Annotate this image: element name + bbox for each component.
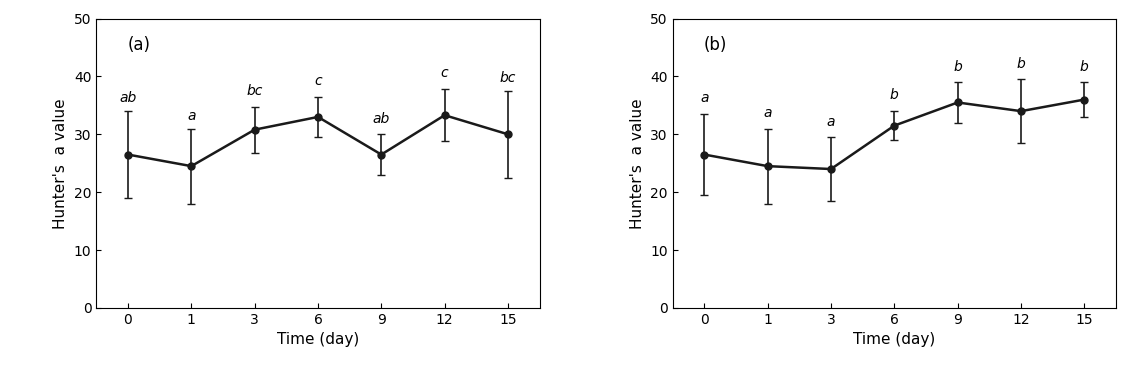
- Text: bc: bc: [247, 84, 263, 98]
- X-axis label: Time (day): Time (day): [276, 332, 359, 347]
- Text: ab: ab: [119, 91, 137, 105]
- X-axis label: Time (day): Time (day): [853, 332, 936, 347]
- Text: bc: bc: [500, 71, 517, 85]
- Text: ab: ab: [373, 112, 390, 126]
- Text: a: a: [764, 106, 772, 120]
- Text: b: b: [953, 59, 962, 73]
- Text: b: b: [1080, 59, 1089, 73]
- Text: c: c: [441, 66, 449, 81]
- Y-axis label: Hunter's  a value: Hunter's a value: [53, 98, 68, 229]
- Text: b: b: [1016, 57, 1025, 70]
- Text: a: a: [700, 91, 708, 105]
- Text: (a): (a): [127, 36, 151, 54]
- Text: b: b: [889, 88, 898, 102]
- Text: (b): (b): [704, 36, 727, 54]
- Text: a: a: [187, 109, 196, 123]
- Text: a: a: [827, 115, 835, 128]
- Y-axis label: Hunter's  a value: Hunter's a value: [630, 98, 645, 229]
- Text: c: c: [314, 74, 322, 88]
